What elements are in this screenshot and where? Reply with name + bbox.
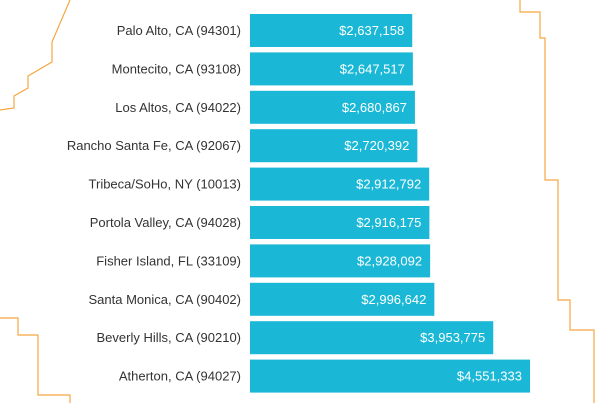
value-label: $2,647,517: [340, 61, 405, 76]
category-label: Beverly Hills, CA (90210): [97, 330, 242, 345]
bar: [250, 282, 435, 316]
value-label: $2,996,642: [361, 292, 426, 307]
category-label: Portola Valley, CA (94028): [90, 215, 241, 230]
value-label: $2,680,867: [342, 100, 407, 115]
value-label: $2,637,158: [339, 23, 404, 38]
bar: [250, 321, 494, 355]
value-label: $2,912,792: [356, 177, 421, 192]
bar: [250, 52, 413, 86]
bar: [250, 244, 431, 278]
bar: [250, 359, 530, 393]
bar: [250, 129, 418, 163]
bar: [250, 167, 430, 201]
value-label: $3,953,775: [420, 330, 485, 345]
value-label: $2,928,092: [357, 253, 422, 268]
value-label: $2,916,175: [356, 215, 421, 230]
value-label: $2,720,392: [344, 138, 409, 153]
category-label: Atherton, CA (94027): [119, 369, 241, 384]
category-label: Montecito, CA (93108): [112, 61, 241, 76]
bar: [250, 14, 413, 47]
category-label: Fisher Island, FL (33109): [96, 253, 241, 268]
bar: [250, 90, 415, 124]
category-label: Tribeca/SoHo, NY (10013): [89, 177, 241, 192]
value-label: $4,551,333: [457, 369, 522, 384]
category-label: Rancho Santa Fe, CA (92067): [67, 138, 241, 153]
bar: [250, 206, 430, 239]
category-label: Palo Alto, CA (94301): [117, 23, 241, 38]
category-label: Santa Monica, CA (90402): [89, 292, 241, 307]
category-label: Los Altos, CA (94022): [115, 100, 241, 115]
